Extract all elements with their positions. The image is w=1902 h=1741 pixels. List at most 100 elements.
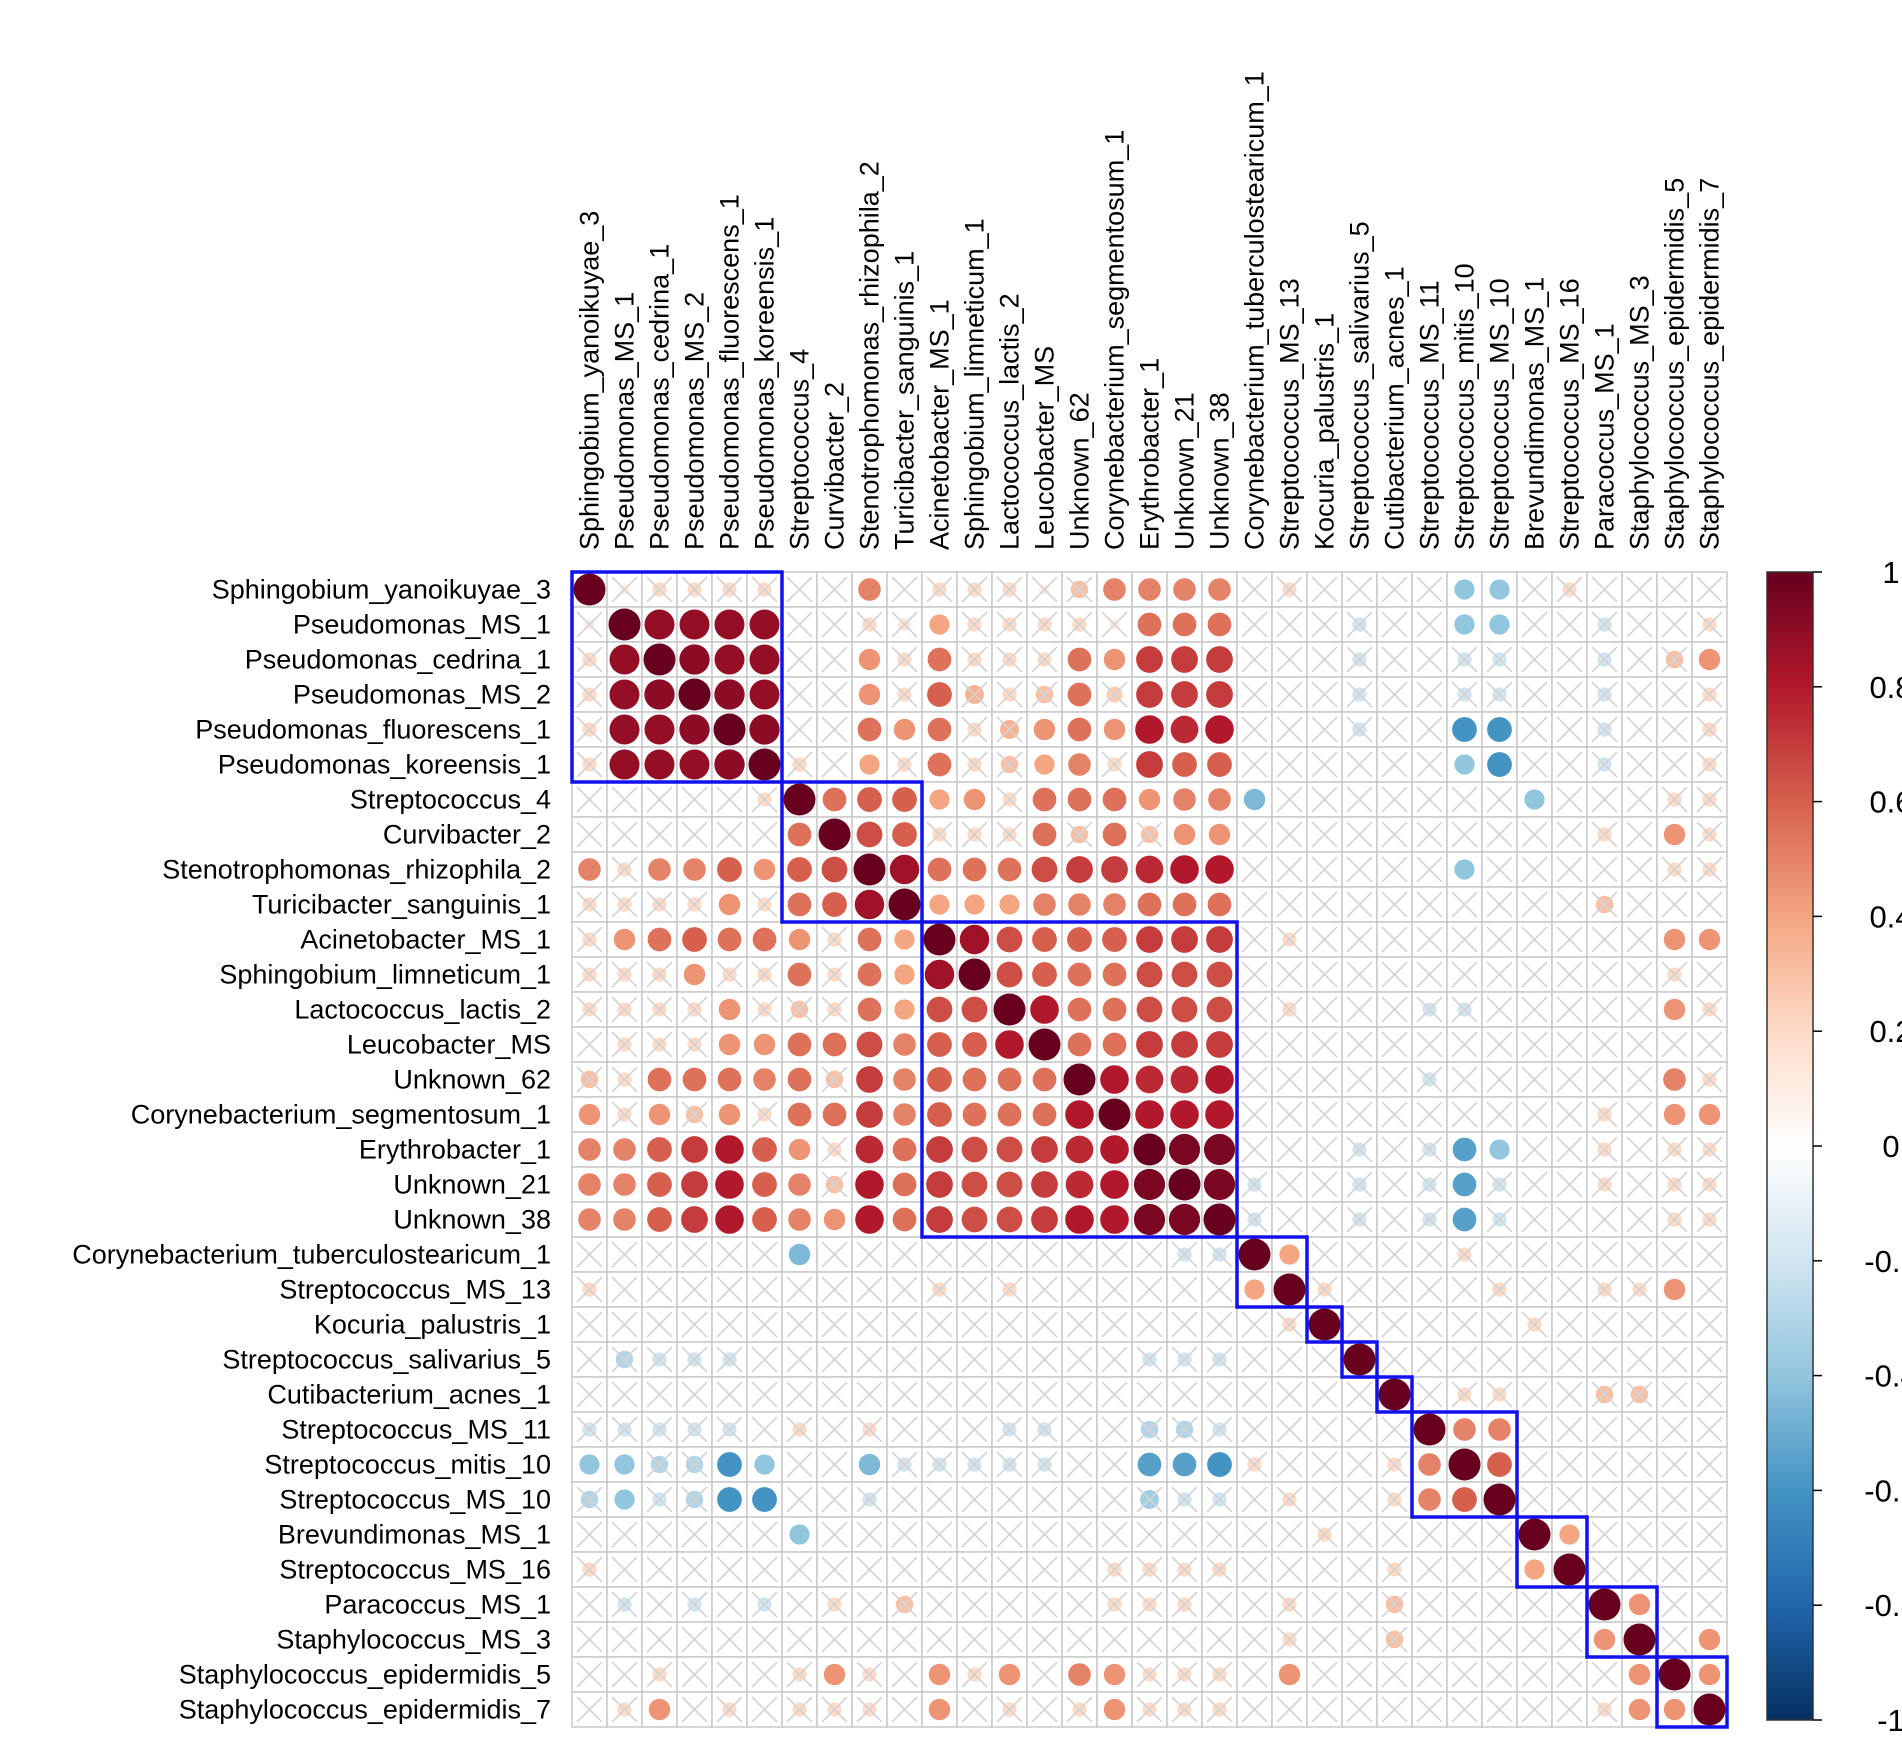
nonsig-x-marker xyxy=(1241,1626,1268,1653)
corr-circle-r5-c5 xyxy=(748,748,781,781)
nonsig-x-marker xyxy=(716,576,743,603)
corr-circle-r17-c14 xyxy=(1065,1170,1094,1199)
column-label: Pseudomonas_cedrina_1 xyxy=(645,244,675,550)
nonsig-x-marker xyxy=(1171,1591,1198,1618)
corr-circle-r14-c8 xyxy=(856,1066,883,1093)
corr-circle-r31-c7 xyxy=(823,1663,846,1686)
nonsig-x-marker xyxy=(1416,1696,1443,1723)
corr-circle-r15-c32 xyxy=(1698,1103,1721,1126)
nonsig-x-marker xyxy=(751,1346,778,1373)
nonsig-x-marker xyxy=(1451,1276,1478,1303)
column-label: Pseudomonas_koreensis_1 xyxy=(750,217,780,550)
corr-circle-r17-c12 xyxy=(996,1171,1023,1198)
nonsig-x-marker xyxy=(1521,1451,1548,1478)
corr-circle-r18-c10 xyxy=(926,1206,953,1233)
nonsig-x-marker xyxy=(996,821,1023,848)
corr-circle-r26-c25 xyxy=(1452,1487,1477,1512)
nonsig-x-marker xyxy=(1661,1591,1688,1618)
column-label: Sphingobium_yanoikuyae_3 xyxy=(575,211,605,550)
corr-circle-r10-c15 xyxy=(1102,927,1127,952)
nonsig-x-marker xyxy=(576,1066,603,1093)
nonsig-x-marker xyxy=(1521,1276,1548,1303)
nonsig-x-marker xyxy=(681,1346,708,1373)
corr-circle-r3-c18 xyxy=(1206,681,1233,708)
corr-circle-r8-c9 xyxy=(889,854,920,885)
corr-circle-r11-c11 xyxy=(958,958,991,991)
corr-circle-r14-c17 xyxy=(1170,1065,1199,1094)
corr-circle-r8-c4 xyxy=(717,857,742,882)
row-label: Erythrobacter_1 xyxy=(359,1135,551,1165)
nonsig-x-marker xyxy=(1241,1381,1268,1408)
nonsig-x-marker xyxy=(1171,1346,1198,1373)
corr-circle-r8-c8 xyxy=(853,853,886,886)
nonsig-x-marker xyxy=(1346,891,1373,918)
corr-circle-r8-c11 xyxy=(962,857,987,882)
nonsig-x-marker xyxy=(1556,1031,1583,1058)
nonsig-x-marker xyxy=(1556,681,1583,708)
nonsig-x-marker xyxy=(681,1381,708,1408)
nonsig-x-marker xyxy=(1276,611,1303,638)
nonsig-x-marker xyxy=(1521,1206,1548,1233)
nonsig-x-marker xyxy=(1346,1136,1373,1163)
row-label: Streptococcus_MS_13 xyxy=(279,1275,551,1305)
corr-circle-r8-c12 xyxy=(997,857,1022,882)
nonsig-x-marker xyxy=(1451,1066,1478,1093)
nonsig-x-marker xyxy=(1416,1591,1443,1618)
nonsig-x-marker xyxy=(1486,1556,1513,1583)
cluster-box-5 xyxy=(1340,1340,1379,1379)
nonsig-x-marker xyxy=(1521,821,1548,848)
corr-circle-r25-c24 xyxy=(1418,1453,1441,1476)
nonsig-x-marker xyxy=(1591,1661,1618,1688)
nonsig-x-marker xyxy=(1416,1031,1443,1058)
nonsig-x-marker xyxy=(1486,1346,1513,1373)
corr-circle-r6-c19 xyxy=(1243,788,1266,811)
nonsig-x-marker xyxy=(1556,926,1583,953)
nonsig-x-marker xyxy=(1556,1241,1583,1268)
nonsig-x-marker xyxy=(1626,1241,1653,1268)
corr-circle-r6-c16 xyxy=(1138,788,1161,811)
nonsig-x-marker xyxy=(1276,681,1303,708)
nonsig-x-marker xyxy=(716,1311,743,1338)
corr-circle-r10-c10 xyxy=(923,923,956,956)
nonsig-x-marker xyxy=(1031,1626,1058,1653)
corr-circle-r7-c15 xyxy=(1102,822,1127,847)
corr-circle-r9-c10 xyxy=(929,894,950,915)
nonsig-x-marker xyxy=(1381,1416,1408,1443)
corr-circle-r7-c8 xyxy=(856,821,883,848)
nonsig-x-marker xyxy=(1241,996,1268,1023)
nonsig-x-marker xyxy=(1381,1276,1408,1303)
nonsig-x-marker xyxy=(1136,1661,1163,1688)
corr-circle-r17-c10 xyxy=(926,1171,953,1198)
nonsig-x-marker xyxy=(1591,576,1618,603)
nonsig-x-marker xyxy=(1521,1101,1548,1128)
nonsig-x-marker xyxy=(1276,961,1303,988)
nonsig-x-marker xyxy=(996,1381,1023,1408)
nonsig-x-marker xyxy=(1346,1696,1373,1723)
corr-circle-r3-c14 xyxy=(1067,682,1092,707)
corr-circle-r14-c6 xyxy=(787,1067,812,1092)
corr-circle-r11-c14 xyxy=(1067,962,1092,987)
corr-circle-r4-c8 xyxy=(857,717,882,742)
corr-circle-r11-c18 xyxy=(1206,961,1233,988)
nonsig-x-marker xyxy=(926,1556,953,1583)
nonsig-x-marker xyxy=(1346,1311,1373,1338)
nonsig-x-marker xyxy=(611,1311,638,1338)
nonsig-x-marker xyxy=(1556,1661,1583,1688)
nonsig-x-marker xyxy=(1346,1101,1373,1128)
nonsig-x-marker xyxy=(1346,961,1373,988)
corr-circle-r16-c2 xyxy=(647,1137,672,1162)
corr-circle-r1-c3 xyxy=(679,609,710,640)
nonsig-x-marker xyxy=(1521,1381,1548,1408)
nonsig-x-marker xyxy=(576,1521,603,1548)
corr-circle-r15-c8 xyxy=(856,1101,883,1128)
nonsig-x-marker xyxy=(1591,1311,1618,1338)
nonsig-x-marker xyxy=(891,1276,918,1303)
nonsig-x-marker xyxy=(1241,1031,1268,1058)
nonsig-x-marker xyxy=(961,1521,988,1548)
nonsig-x-marker xyxy=(681,1696,708,1723)
nonsig-x-marker xyxy=(646,1451,673,1478)
cell-r14-c5 xyxy=(746,1061,783,1098)
nonsig-x-marker xyxy=(891,1486,918,1513)
nonsig-x-marker xyxy=(1556,1591,1583,1618)
nonsig-x-marker xyxy=(646,1556,673,1583)
